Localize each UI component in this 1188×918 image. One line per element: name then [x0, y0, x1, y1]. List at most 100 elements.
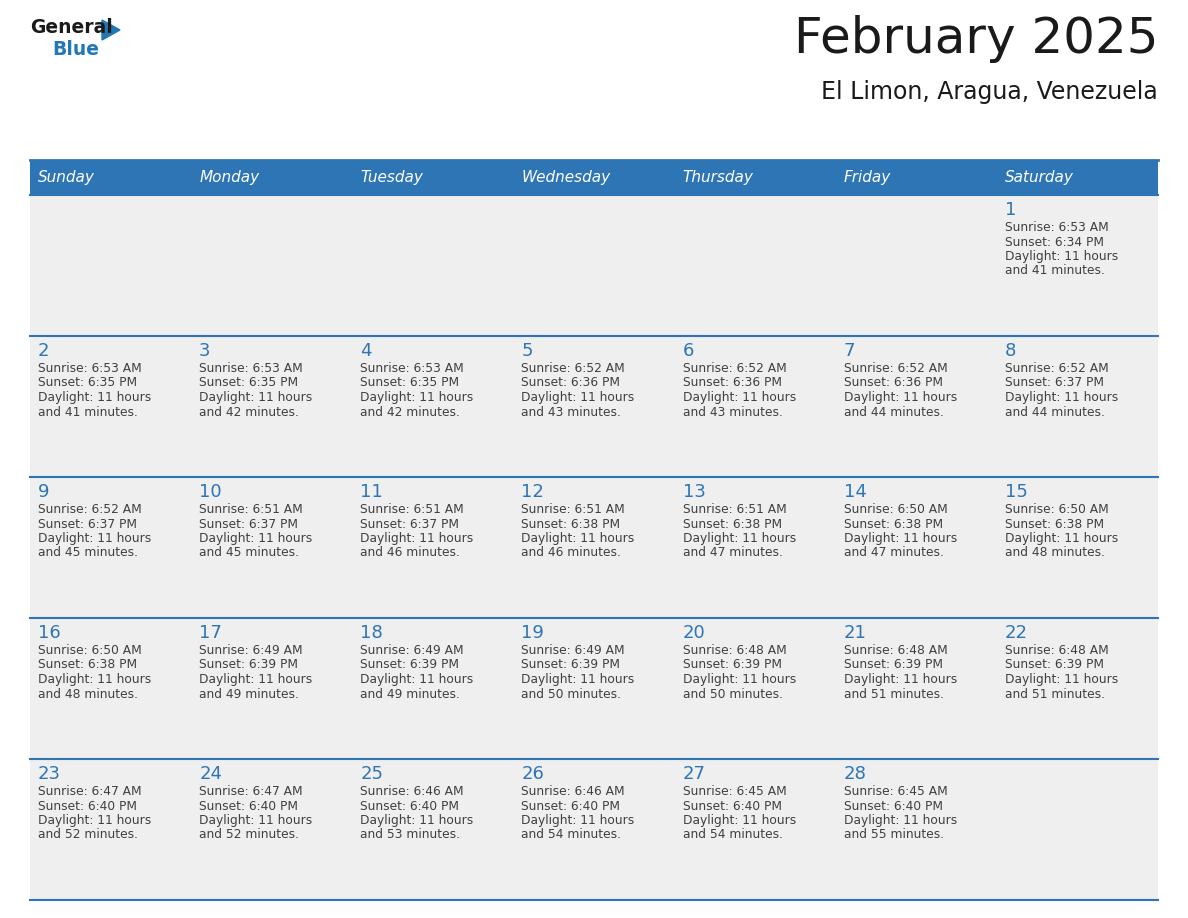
Text: Daylight: 11 hours: Daylight: 11 hours [200, 673, 312, 686]
Text: Sunset: 6:39 PM: Sunset: 6:39 PM [522, 658, 620, 671]
Text: Sunrise: 6:52 AM: Sunrise: 6:52 AM [683, 362, 786, 375]
Text: Sunrise: 6:53 AM: Sunrise: 6:53 AM [360, 362, 465, 375]
Text: Daylight: 11 hours: Daylight: 11 hours [38, 391, 151, 404]
Bar [191, 618, 353, 759]
Text: 19: 19 [522, 624, 544, 642]
Text: Sunrise: 6:48 AM: Sunrise: 6:48 AM [683, 644, 786, 657]
Text: and 52 minutes.: and 52 minutes. [200, 829, 299, 842]
Text: Sunrise: 6:52 AM: Sunrise: 6:52 AM [38, 503, 141, 516]
Text: 12: 12 [522, 483, 544, 501]
Text: Sunrise: 6:50 AM: Sunrise: 6:50 AM [38, 644, 141, 657]
Text: 1: 1 [1005, 201, 1016, 219]
Bar [513, 160, 675, 195]
Text: Sunset: 6:35 PM: Sunset: 6:35 PM [38, 376, 137, 389]
Text: 17: 17 [200, 624, 222, 642]
Bar [835, 759, 997, 900]
Bar [191, 336, 353, 477]
Text: Monday: Monday [200, 170, 259, 185]
Text: Sunrise: 6:53 AM: Sunrise: 6:53 AM [200, 362, 303, 375]
Bar [997, 336, 1158, 477]
Text: and 43 minutes.: and 43 minutes. [522, 406, 621, 419]
Text: Daylight: 11 hours: Daylight: 11 hours [200, 391, 312, 404]
Text: Sunrise: 6:53 AM: Sunrise: 6:53 AM [1005, 221, 1108, 234]
Text: and 44 minutes.: and 44 minutes. [1005, 406, 1105, 419]
Text: February 2025: February 2025 [794, 15, 1158, 63]
Text: Daylight: 11 hours: Daylight: 11 hours [38, 532, 151, 545]
Text: Sunset: 6:40 PM: Sunset: 6:40 PM [38, 800, 137, 812]
Text: Sunset: 6:36 PM: Sunset: 6:36 PM [683, 376, 782, 389]
Text: Sunset: 6:35 PM: Sunset: 6:35 PM [200, 376, 298, 389]
Text: Daylight: 11 hours: Daylight: 11 hours [843, 673, 958, 686]
Text: 22: 22 [1005, 624, 1028, 642]
Bar [835, 618, 997, 759]
Bar [353, 618, 513, 759]
Text: Sunrise: 6:52 AM: Sunrise: 6:52 AM [522, 362, 625, 375]
Text: and 47 minutes.: and 47 minutes. [683, 546, 783, 559]
Bar [30, 336, 191, 477]
Text: Daylight: 11 hours: Daylight: 11 hours [843, 391, 958, 404]
Text: Sunset: 6:37 PM: Sunset: 6:37 PM [38, 518, 137, 531]
Bar [675, 160, 835, 195]
Text: 24: 24 [200, 765, 222, 783]
Bar [675, 759, 835, 900]
Text: Sunset: 6:38 PM: Sunset: 6:38 PM [522, 518, 620, 531]
Text: Daylight: 11 hours: Daylight: 11 hours [360, 532, 474, 545]
Text: Sunset: 6:38 PM: Sunset: 6:38 PM [1005, 518, 1104, 531]
Text: 8: 8 [1005, 342, 1016, 360]
Text: Daylight: 11 hours: Daylight: 11 hours [38, 673, 151, 686]
Text: and 54 minutes.: and 54 minutes. [683, 829, 783, 842]
Text: Blue: Blue [52, 40, 99, 59]
Bar [675, 618, 835, 759]
Bar [513, 759, 675, 900]
Text: and 48 minutes.: and 48 minutes. [1005, 546, 1105, 559]
Bar [513, 618, 675, 759]
Text: Daylight: 11 hours: Daylight: 11 hours [200, 814, 312, 827]
Text: Sunset: 6:35 PM: Sunset: 6:35 PM [360, 376, 460, 389]
Text: and 44 minutes.: and 44 minutes. [843, 406, 943, 419]
Text: 25: 25 [360, 765, 384, 783]
Text: Daylight: 11 hours: Daylight: 11 hours [1005, 391, 1118, 404]
Text: Sunset: 6:38 PM: Sunset: 6:38 PM [683, 518, 782, 531]
Bar [997, 618, 1158, 759]
Bar [835, 477, 997, 618]
Text: Daylight: 11 hours: Daylight: 11 hours [522, 391, 634, 404]
Text: and 50 minutes.: and 50 minutes. [683, 688, 783, 700]
Text: General: General [30, 18, 113, 37]
Text: and 54 minutes.: and 54 minutes. [522, 829, 621, 842]
Text: 5: 5 [522, 342, 533, 360]
Text: and 46 minutes.: and 46 minutes. [360, 546, 460, 559]
Text: Sunset: 6:40 PM: Sunset: 6:40 PM [843, 800, 943, 812]
Text: 21: 21 [843, 624, 866, 642]
Text: Daylight: 11 hours: Daylight: 11 hours [1005, 532, 1118, 545]
Text: 7: 7 [843, 342, 855, 360]
Bar [30, 160, 191, 195]
Text: Sunrise: 6:47 AM: Sunrise: 6:47 AM [38, 785, 141, 798]
Bar [30, 195, 191, 336]
Text: 15: 15 [1005, 483, 1028, 501]
Text: and 49 minutes.: and 49 minutes. [200, 688, 299, 700]
Text: Daylight: 11 hours: Daylight: 11 hours [1005, 250, 1118, 263]
Bar [997, 759, 1158, 900]
Text: Sunrise: 6:51 AM: Sunrise: 6:51 AM [683, 503, 786, 516]
Polygon shape [102, 20, 120, 40]
Text: Sunrise: 6:51 AM: Sunrise: 6:51 AM [360, 503, 465, 516]
Text: Sunrise: 6:48 AM: Sunrise: 6:48 AM [843, 644, 948, 657]
Text: and 52 minutes.: and 52 minutes. [38, 829, 138, 842]
Text: Sunrise: 6:48 AM: Sunrise: 6:48 AM [1005, 644, 1108, 657]
Text: 2: 2 [38, 342, 50, 360]
Text: and 41 minutes.: and 41 minutes. [1005, 264, 1105, 277]
Text: Sunrise: 6:47 AM: Sunrise: 6:47 AM [200, 785, 303, 798]
Text: 6: 6 [683, 342, 694, 360]
Text: El Limon, Aragua, Venezuela: El Limon, Aragua, Venezuela [821, 80, 1158, 104]
Text: 3: 3 [200, 342, 210, 360]
Text: Daylight: 11 hours: Daylight: 11 hours [360, 391, 474, 404]
Text: 11: 11 [360, 483, 383, 501]
Text: Sunset: 6:39 PM: Sunset: 6:39 PM [200, 658, 298, 671]
Text: and 42 minutes.: and 42 minutes. [200, 406, 299, 419]
Text: Sunset: 6:36 PM: Sunset: 6:36 PM [522, 376, 620, 389]
Text: and 43 minutes.: and 43 minutes. [683, 406, 783, 419]
Text: 23: 23 [38, 765, 61, 783]
Text: 26: 26 [522, 765, 544, 783]
Text: Daylight: 11 hours: Daylight: 11 hours [522, 814, 634, 827]
Text: Daylight: 11 hours: Daylight: 11 hours [522, 532, 634, 545]
